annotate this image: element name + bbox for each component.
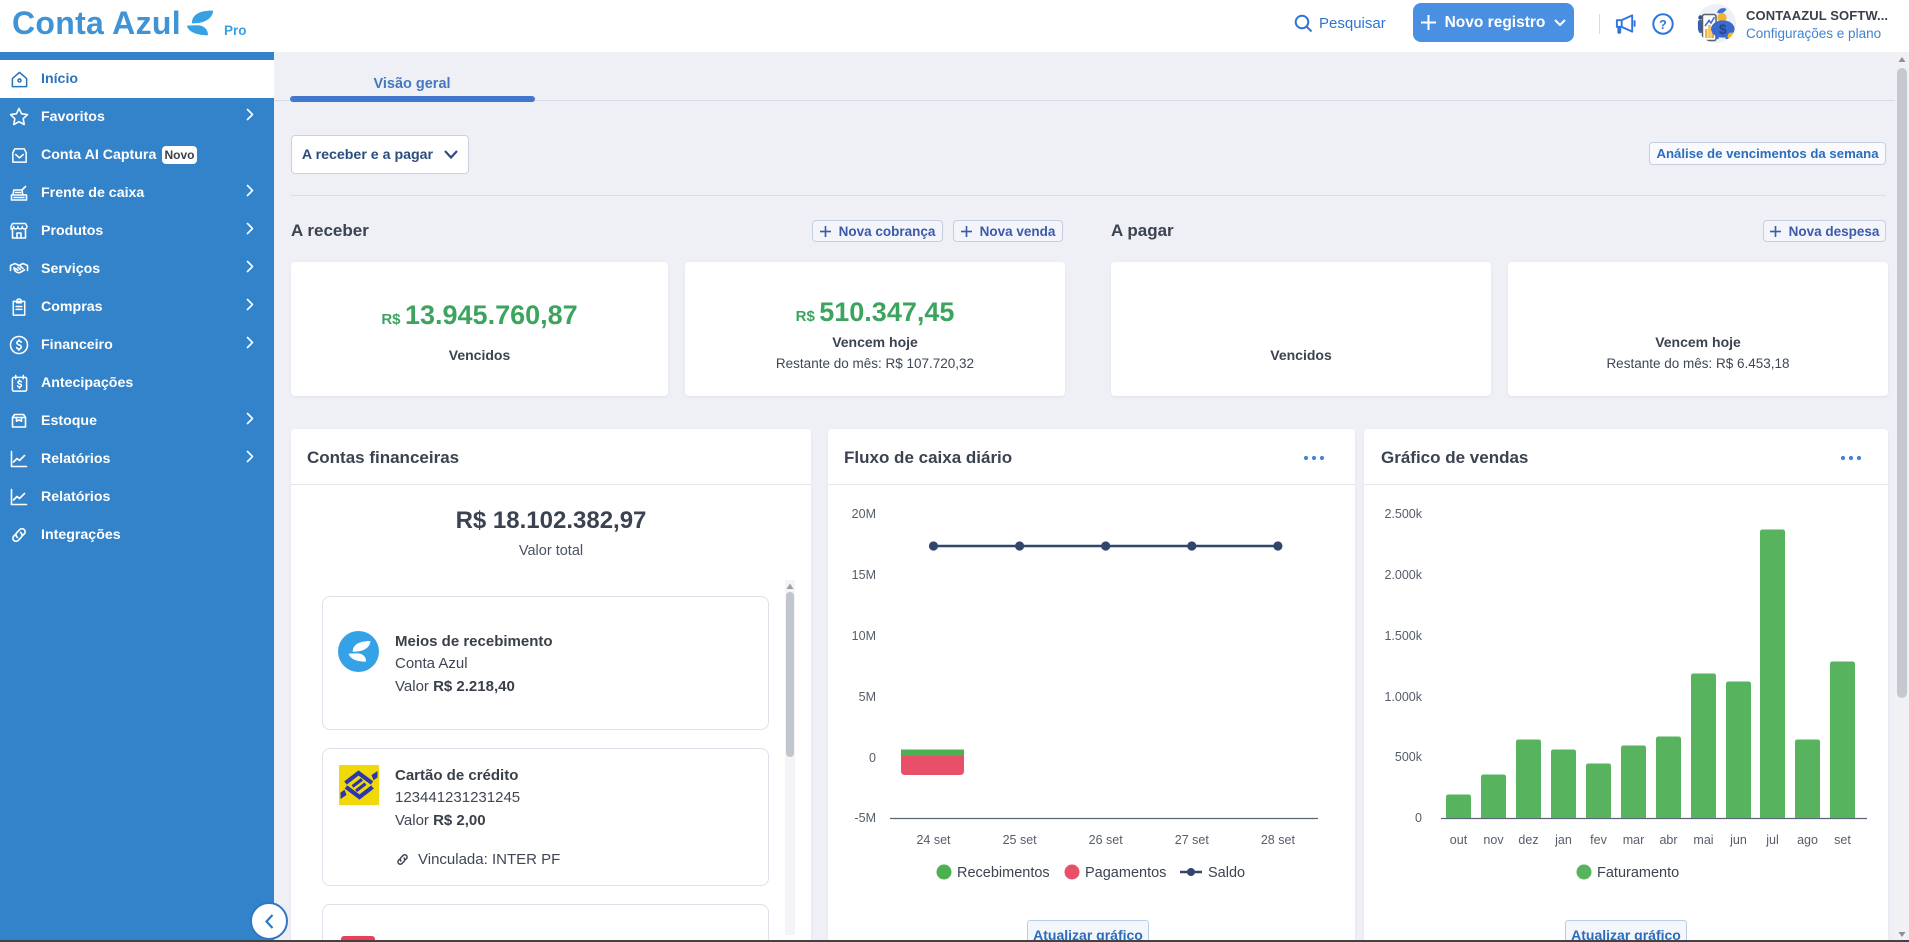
svg-text:24 set: 24 set — [916, 833, 951, 847]
svg-text:0: 0 — [1415, 811, 1422, 825]
svg-text:2.000k: 2.000k — [1384, 568, 1422, 582]
svg-text:0: 0 — [869, 751, 876, 765]
svg-text:Saldo: Saldo — [1208, 865, 1245, 881]
svg-text:15M: 15M — [852, 568, 876, 582]
svg-text:10M: 10M — [852, 629, 876, 643]
svg-text:jan: jan — [1554, 833, 1572, 847]
svg-text:$: $ — [1719, 21, 1727, 37]
svg-text:28 set: 28 set — [1261, 833, 1296, 847]
svg-text:nov: nov — [1483, 833, 1504, 847]
svg-text:Recebimentos: Recebimentos — [957, 865, 1050, 881]
svg-text:mai: mai — [1693, 833, 1713, 847]
svg-text:2.500k: 2.500k — [1384, 507, 1422, 521]
svg-text:abr: abr — [1659, 833, 1677, 847]
svg-text:Faturamento: Faturamento — [1597, 865, 1679, 881]
svg-text:fev: fev — [1590, 833, 1607, 847]
svg-text:out: out — [1450, 833, 1468, 847]
svg-text:500k: 500k — [1395, 750, 1423, 764]
svg-text:dez: dez — [1518, 833, 1538, 847]
svg-text:26 set: 26 set — [1089, 833, 1124, 847]
svg-text:?: ? — [1659, 18, 1667, 32]
svg-text:20M: 20M — [852, 507, 876, 521]
svg-text:jul: jul — [1765, 833, 1779, 847]
svg-text:set: set — [1834, 833, 1851, 847]
svg-text:ago: ago — [1797, 833, 1818, 847]
svg-text:jun: jun — [1729, 833, 1747, 847]
svg-text:1.500k: 1.500k — [1384, 629, 1422, 643]
svg-text:1.000k: 1.000k — [1384, 690, 1422, 704]
svg-text:25 set: 25 set — [1003, 833, 1038, 847]
svg-text:5M: 5M — [859, 690, 876, 704]
svg-text:27 set: 27 set — [1175, 833, 1210, 847]
svg-text:-5M: -5M — [854, 811, 876, 825]
svg-text:Pagamentos: Pagamentos — [1085, 865, 1166, 881]
svg-text:mar: mar — [1623, 833, 1645, 847]
